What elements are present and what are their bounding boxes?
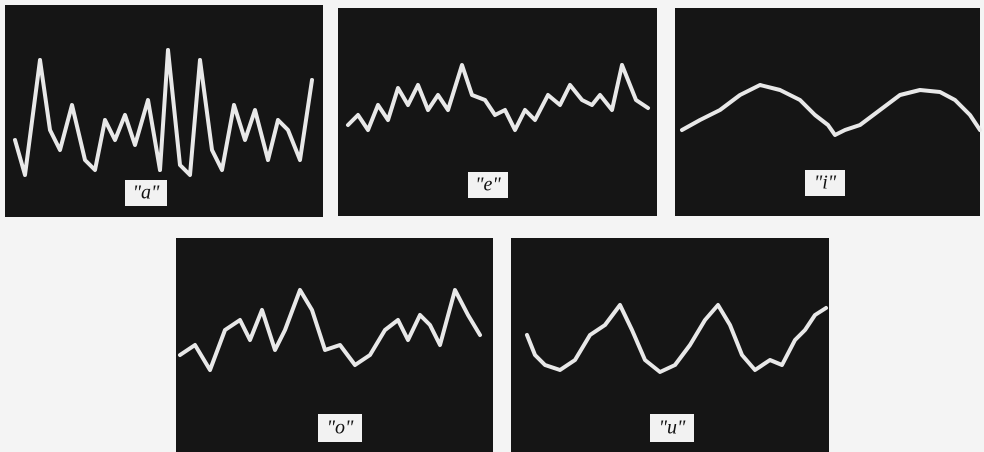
vowel-label: "u"	[659, 417, 686, 439]
vowel-label: "o"	[327, 417, 354, 439]
vowel-label: "e"	[475, 174, 501, 196]
vowel-label: "i"	[814, 172, 837, 194]
oscillogram-figure: "a" "e" "i" "o" "u"	[0, 0, 984, 452]
vowel-label: "a"	[133, 182, 160, 204]
